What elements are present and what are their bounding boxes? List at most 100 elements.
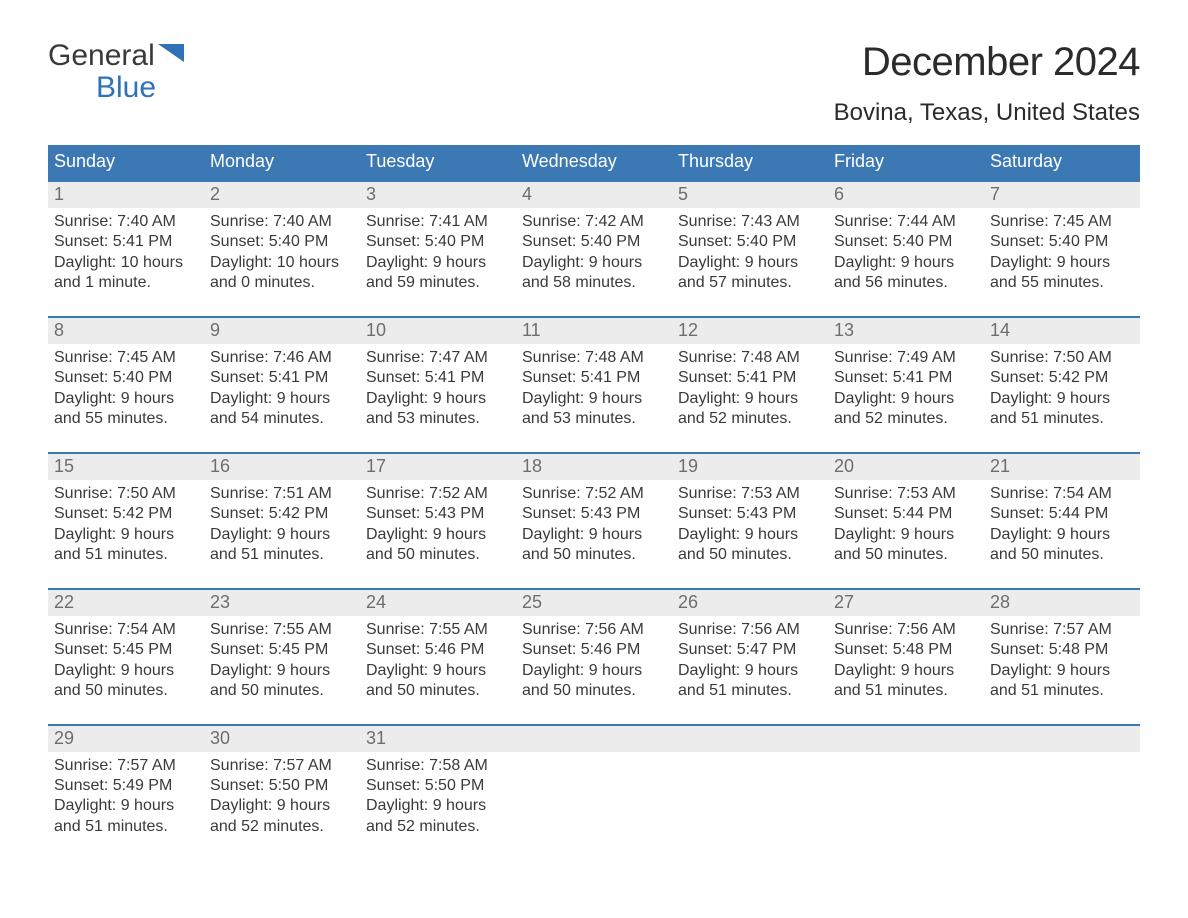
sunrise-line: Sunrise: 7:51 AM [210, 484, 354, 504]
logo-word2: Blue [48, 71, 156, 104]
day-detail: Sunrise: 7:51 AMSunset: 5:42 PMDaylight:… [204, 480, 360, 566]
sunrise-line: Sunrise: 7:57 AM [54, 756, 198, 776]
sunrise-line: Sunrise: 7:52 AM [522, 484, 666, 504]
day-number: 7 [984, 182, 1140, 208]
sunrise-line: Sunrise: 7:52 AM [366, 484, 510, 504]
sunrise-line: Sunrise: 7:56 AM [678, 620, 822, 640]
daylight-line: Daylight: 9 hours and 55 minutes. [54, 389, 198, 430]
sunrise-line: Sunrise: 7:45 AM [990, 212, 1134, 232]
sunset-line: Sunset: 5:41 PM [678, 368, 822, 388]
day-detail: Sunrise: 7:53 AMSunset: 5:43 PMDaylight:… [672, 480, 828, 566]
sunset-line: Sunset: 5:48 PM [990, 640, 1134, 660]
day-detail: Sunrise: 7:53 AMSunset: 5:44 PMDaylight:… [828, 480, 984, 566]
daynum-row: 15161718192021 [48, 452, 1140, 480]
daylight-line: Daylight: 9 hours and 55 minutes. [990, 253, 1134, 294]
detail-row: Sunrise: 7:45 AMSunset: 5:40 PMDaylight:… [48, 344, 1140, 430]
day-number: 30 [204, 726, 360, 752]
day-detail: Sunrise: 7:48 AMSunset: 5:41 PMDaylight:… [516, 344, 672, 430]
daylight-line: Daylight: 9 hours and 51 minutes. [990, 661, 1134, 702]
sunrise-line: Sunrise: 7:57 AM [990, 620, 1134, 640]
sunrise-line: Sunrise: 7:49 AM [834, 348, 978, 368]
sunrise-line: Sunrise: 7:54 AM [990, 484, 1134, 504]
sunrise-line: Sunrise: 7:42 AM [522, 212, 666, 232]
sunrise-line: Sunrise: 7:50 AM [54, 484, 198, 504]
daylight-line: Daylight: 9 hours and 50 minutes. [522, 525, 666, 566]
sunrise-line: Sunrise: 7:40 AM [210, 212, 354, 232]
sunset-line: Sunset: 5:40 PM [678, 232, 822, 252]
day-number: 5 [672, 182, 828, 208]
day-detail: Sunrise: 7:54 AMSunset: 5:45 PMDaylight:… [48, 616, 204, 702]
logo: General Blue [48, 40, 184, 103]
day-number: 22 [48, 590, 204, 616]
header: General Blue December 2024 Bovina, Texas… [48, 40, 1140, 127]
day-number: 12 [672, 318, 828, 344]
sunrise-line: Sunrise: 7:41 AM [366, 212, 510, 232]
day-detail: Sunrise: 7:57 AMSunset: 5:48 PMDaylight:… [984, 616, 1140, 702]
sunset-line: Sunset: 5:44 PM [990, 504, 1134, 524]
day-detail: Sunrise: 7:57 AMSunset: 5:50 PMDaylight:… [204, 752, 360, 838]
daynum-row: 891011121314 [48, 316, 1140, 344]
logo-text: General Blue [48, 40, 156, 103]
sunrise-line: Sunrise: 7:57 AM [210, 756, 354, 776]
daylight-line: Daylight: 9 hours and 51 minutes. [54, 796, 198, 837]
week: 15161718192021Sunrise: 7:50 AMSunset: 5:… [48, 452, 1140, 566]
day-number [672, 726, 828, 752]
sunrise-line: Sunrise: 7:48 AM [522, 348, 666, 368]
sunset-line: Sunset: 5:40 PM [990, 232, 1134, 252]
daylight-line: Daylight: 9 hours and 52 minutes. [678, 389, 822, 430]
sunset-line: Sunset: 5:46 PM [366, 640, 510, 660]
sunset-line: Sunset: 5:47 PM [678, 640, 822, 660]
dow-cell: Tuesday [360, 145, 516, 180]
detail-row: Sunrise: 7:54 AMSunset: 5:45 PM Daylight:… [48, 616, 1140, 702]
day-detail: Sunrise: 7:58 AMSunset: 5:50 PMDaylight:… [360, 752, 516, 838]
sunset-line: Sunset: 5:42 PM [54, 504, 198, 524]
day-number: 13 [828, 318, 984, 344]
sunrise-line: Sunrise: 7:47 AM [366, 348, 510, 368]
daylight-line: Daylight: 9 hours and 51 minutes. [54, 525, 198, 566]
day-detail: Sunrise: 7:57 AMSunset: 5:49 PMDaylight:… [48, 752, 204, 838]
sunrise-line: Sunrise: 7:56 AM [522, 620, 666, 640]
logo-flag-icon [158, 44, 184, 62]
daylight-line: Daylight: 9 hours and 50 minutes. [678, 525, 822, 566]
day-number: 3 [360, 182, 516, 208]
sunset-line: Sunset: 5:50 PM [366, 776, 510, 796]
day-detail [516, 752, 672, 838]
day-number: 15 [48, 454, 204, 480]
day-number: 14 [984, 318, 1140, 344]
day-detail [828, 752, 984, 838]
sunset-line: Sunset: 5:40 PM [210, 232, 354, 252]
title-block: December 2024 Bovina, Texas, United Stat… [834, 40, 1140, 127]
sunrise-line: Sunrise: 7:54 AM [54, 620, 198, 640]
day-number: 21 [984, 454, 1140, 480]
sunrise-line: Sunrise: 7:43 AM [678, 212, 822, 232]
sunset-line: Sunset: 5:41 PM [834, 368, 978, 388]
day-detail: Sunrise: 7:49 AMSunset: 5:41 PMDaylight:… [828, 344, 984, 430]
sunrise-line: Sunrise: 7:48 AM [678, 348, 822, 368]
daylight-line: Daylight: 9 hours and 50 minutes. [834, 525, 978, 566]
day-number: 16 [204, 454, 360, 480]
day-detail [672, 752, 828, 838]
day-number: 24 [360, 590, 516, 616]
sunset-line: Sunset: 5:44 PM [834, 504, 978, 524]
sunrise-line: Sunrise: 7:55 AM [366, 620, 510, 640]
day-number: 23 [204, 590, 360, 616]
day-number: 25 [516, 590, 672, 616]
daylight-line: Daylight: 9 hours and 50 minutes. [366, 525, 510, 566]
week: 891011121314Sunrise: 7:45 AMSunset: 5:40… [48, 316, 1140, 430]
sunset-line: Sunset: 5:45 PM [54, 640, 198, 660]
sunset-line: Sunset: 5:40 PM [366, 232, 510, 252]
day-detail [984, 752, 1140, 838]
sunset-line: Sunset: 5:50 PM [210, 776, 354, 796]
sunset-line: Sunset: 5:40 PM [54, 368, 198, 388]
sunset-line: Sunset: 5:41 PM [366, 368, 510, 388]
day-number: 10 [360, 318, 516, 344]
daylight-line: Daylight: 9 hours and 51 minutes. [990, 389, 1134, 430]
daylight-line: Daylight: 9 hours and 53 minutes. [366, 389, 510, 430]
page-title: December 2024 [834, 40, 1140, 85]
location: Bovina, Texas, United States [834, 99, 1140, 127]
sunrise-line: Sunrise: 7:50 AM [990, 348, 1134, 368]
dow-cell: Thursday [672, 145, 828, 180]
day-number [516, 726, 672, 752]
day-number: 17 [360, 454, 516, 480]
daylight-line: Daylight: 9 hours and 50 minutes. [366, 661, 510, 702]
